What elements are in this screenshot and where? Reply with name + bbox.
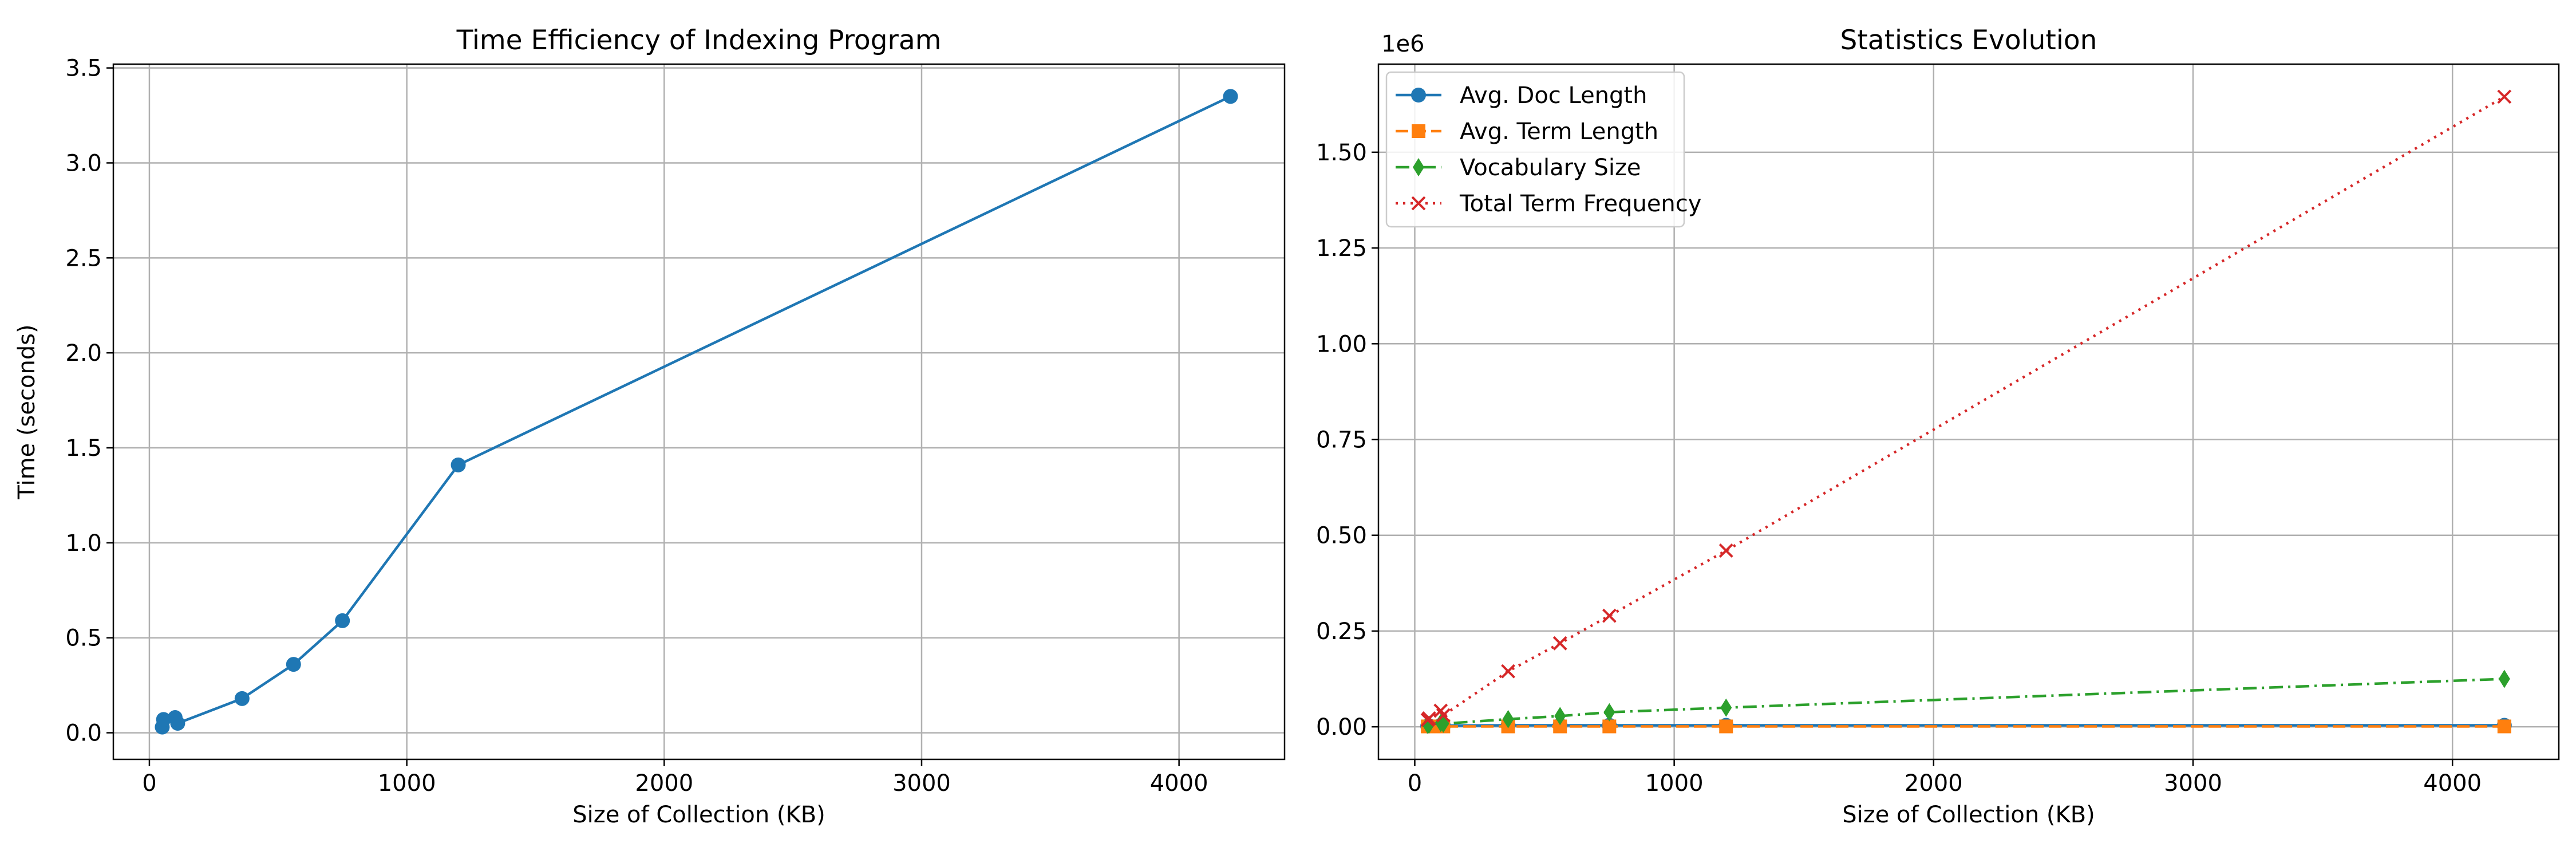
y-axis-offset-label: 1e6 (1381, 31, 1425, 57)
legend-label: Vocabulary Size (1460, 155, 1641, 181)
data-point (451, 457, 466, 472)
x-axis-label: Size of Collection (KB) (572, 802, 825, 828)
data-point (1223, 89, 1238, 104)
x-tick-label: 0 (142, 770, 156, 797)
y-tick-label: 0.25 (1316, 618, 1367, 645)
y-tick-label: 2.0 (65, 340, 102, 367)
y-tick-label: 3.0 (65, 150, 102, 176)
y-tick-label: 0.75 (1316, 427, 1367, 453)
legend: Avg. Doc Length Avg. Term Length Vocabular… (1385, 71, 1701, 228)
data-point (2498, 669, 2510, 688)
series-group (1420, 89, 2512, 734)
data-point (1552, 636, 1567, 651)
data-point (170, 715, 185, 731)
legend-marker (1411, 88, 1426, 103)
data-point (1436, 708, 1451, 723)
y-tick-label: 2.5 (65, 245, 102, 271)
data-point (1718, 543, 1733, 558)
data-point (1719, 719, 1733, 734)
x-tick-label: 3000 (2164, 770, 2222, 797)
data-point (1603, 703, 1615, 722)
y-tick-label: 3.5 (65, 56, 102, 82)
plot-frame (112, 63, 1286, 761)
y-tick-label: 0.00 (1316, 714, 1367, 740)
data-point (156, 712, 171, 727)
y-tick-label: 0.0 (65, 720, 102, 747)
x-tick-label: 1000 (378, 770, 436, 797)
data-point (2497, 89, 2512, 104)
axis-ticks: 0 1000 2000 3000 4000 0.00 0.25 0.50 0.75 1.00 1.2… (1316, 140, 2482, 797)
legend-marker (1411, 196, 1426, 211)
grid-lines (1378, 64, 2559, 759)
y-tick-label: 0.5 (65, 625, 102, 652)
x-tick-label: 2000 (635, 770, 693, 797)
y-tick-label: 1.5 (65, 435, 102, 462)
legend-marker (1413, 158, 1424, 176)
data-point (1602, 719, 1617, 734)
data-point (335, 613, 350, 628)
legend-marker (1412, 124, 1425, 138)
y-tick-label: 1.00 (1316, 331, 1367, 357)
series-group (155, 89, 1238, 735)
plot-frame (1377, 63, 2560, 761)
data-point (234, 691, 250, 706)
grid-lines (113, 64, 1285, 759)
axis-ticks: 0 1000 2000 3000 4000 0.0 0.5 1.0 1.5 2.0 2.5 3.0 3.… (65, 56, 1208, 797)
x-tick-label: 2000 (1905, 770, 1963, 797)
y-tick-label: 1.50 (1316, 140, 1367, 166)
legend-label: Avg. Term Length (1460, 119, 1658, 145)
data-point (1554, 707, 1566, 726)
chart-title: Statistics Evolution (1840, 25, 2097, 56)
statistics-evolution-chart: 0 1000 2000 3000 4000 0.00 0.25 0.50 0.75 1.00 1.2… (1316, 25, 2560, 828)
legend-label: Total Term Frequency (1459, 191, 1701, 217)
y-tick-label: 1.0 (65, 530, 102, 557)
data-point (1502, 710, 1514, 728)
legend-box (1385, 71, 1685, 228)
data-point (1421, 711, 1436, 726)
y-tick-label: 1.25 (1316, 235, 1367, 262)
x-tick-label: 4000 (2423, 770, 2482, 797)
legend-label: Avg. Doc Length (1460, 82, 1647, 109)
data-point (1501, 664, 1516, 679)
data-point (286, 657, 301, 672)
x-tick-label: 1000 (1645, 770, 1704, 797)
x-tick-label: 3000 (892, 770, 951, 797)
x-axis-label: Size of Collection (KB) (1842, 802, 2095, 828)
data-point (1602, 608, 1617, 623)
y-tick-label: 0.50 (1316, 523, 1367, 549)
data-point (1720, 698, 1732, 717)
chart-title: Time Efficiency of Indexing Program (456, 25, 942, 56)
x-tick-label: 0 (1408, 770, 1422, 797)
x-tick-label: 4000 (1150, 770, 1208, 797)
data-point (2497, 719, 2511, 734)
y-axis-label: Time (seconds) (14, 324, 40, 499)
time-efficiency-chart: 0 1000 2000 3000 4000 0.0 0.5 1.0 1.5 2.0 2.5 3.0 3.… (14, 25, 1286, 828)
